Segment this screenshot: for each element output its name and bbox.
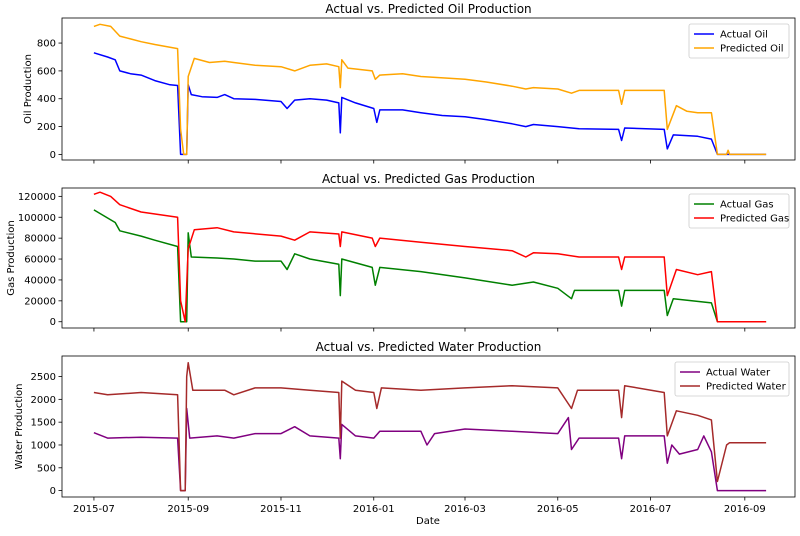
- x-tick-label: 2016-01: [353, 504, 395, 515]
- series-line-actual-gas: [93, 209, 767, 323]
- y-axis-label: Oil Production: [23, 54, 34, 124]
- y-tick-label: 0: [50, 486, 56, 497]
- series-line-predicted-gas: [93, 191, 767, 323]
- y-axis-label: Gas Production: [6, 220, 17, 295]
- y-tick-label: 200: [37, 122, 56, 133]
- chart-title: Actual vs. Predicted Oil Production: [325, 2, 531, 16]
- legend: Actual Water Predicted Water: [674, 361, 790, 397]
- y-tick-label: 600: [37, 66, 56, 77]
- legend-label: Predicted Water: [706, 382, 787, 393]
- y-tick-label: 40000: [24, 275, 56, 286]
- x-tick-label: 2015-07: [73, 504, 115, 515]
- y-tick-label: 120000: [18, 192, 56, 203]
- subplot-1: Actual vs. Predicted Gas Production Gas P…: [6, 172, 796, 332]
- x-tick-label: 2016-05: [537, 504, 579, 515]
- x-axis-label: Date: [416, 516, 440, 527]
- y-tick-label: 0: [50, 317, 56, 328]
- y-tick-label: 400: [37, 94, 56, 105]
- y-axis-label: Water Production: [14, 384, 25, 470]
- legend-label: Predicted Gas: [720, 214, 789, 225]
- legend-label: Actual Water: [706, 368, 771, 379]
- x-tick-label: 2016-03: [444, 504, 486, 515]
- y-tick-label: 800: [37, 39, 56, 50]
- legend-box: [688, 23, 790, 59]
- y-tick-label: 80000: [24, 234, 56, 245]
- legend: Actual Oil Predicted Oil: [688, 23, 790, 59]
- legend: Actual Gas Predicted Gas: [688, 193, 790, 229]
- x-tick-label: 2015-09: [167, 504, 209, 515]
- series-line-predicted-water: [93, 362, 767, 492]
- legend-label: Actual Gas: [720, 200, 774, 211]
- y-tick-label: 60000: [24, 255, 56, 266]
- chart-title: Actual vs. Predicted Water Production: [316, 340, 542, 354]
- plot-area: [61, 355, 796, 498]
- y-tick-label: 100000: [18, 213, 56, 224]
- y-tick-label: 2000: [31, 395, 56, 406]
- subplot-2: Actual vs. Predicted Water Production Wat…: [14, 340, 796, 515]
- chart-title: Actual vs. Predicted Gas Production: [322, 172, 535, 186]
- subplot-0: Actual vs. Predicted Oil Production Oil P…: [23, 2, 796, 164]
- y-tick-label: 1500: [31, 418, 56, 429]
- series-line-predicted-oil: [93, 23, 767, 156]
- legend-box: [688, 193, 790, 229]
- x-tick-label: 2016-07: [630, 504, 672, 515]
- plot-area: [61, 17, 796, 161]
- y-tick-label: 20000: [24, 296, 56, 307]
- legend-box: [674, 361, 790, 397]
- series-line-actual-water: [93, 407, 767, 492]
- plot-area: [61, 187, 796, 329]
- legend-label: Predicted Oil: [720, 44, 784, 55]
- x-tick-label: 2016-09: [724, 504, 766, 515]
- y-tick-label: 500: [37, 463, 56, 474]
- legend-label: Actual Oil: [720, 30, 768, 41]
- x-tick-label: 2015-11: [260, 504, 302, 515]
- series-line-actual-oil: [93, 52, 767, 156]
- y-tick-label: 2500: [31, 372, 56, 383]
- y-tick-label: 0: [50, 150, 56, 161]
- y-tick-label: 1000: [31, 440, 56, 451]
